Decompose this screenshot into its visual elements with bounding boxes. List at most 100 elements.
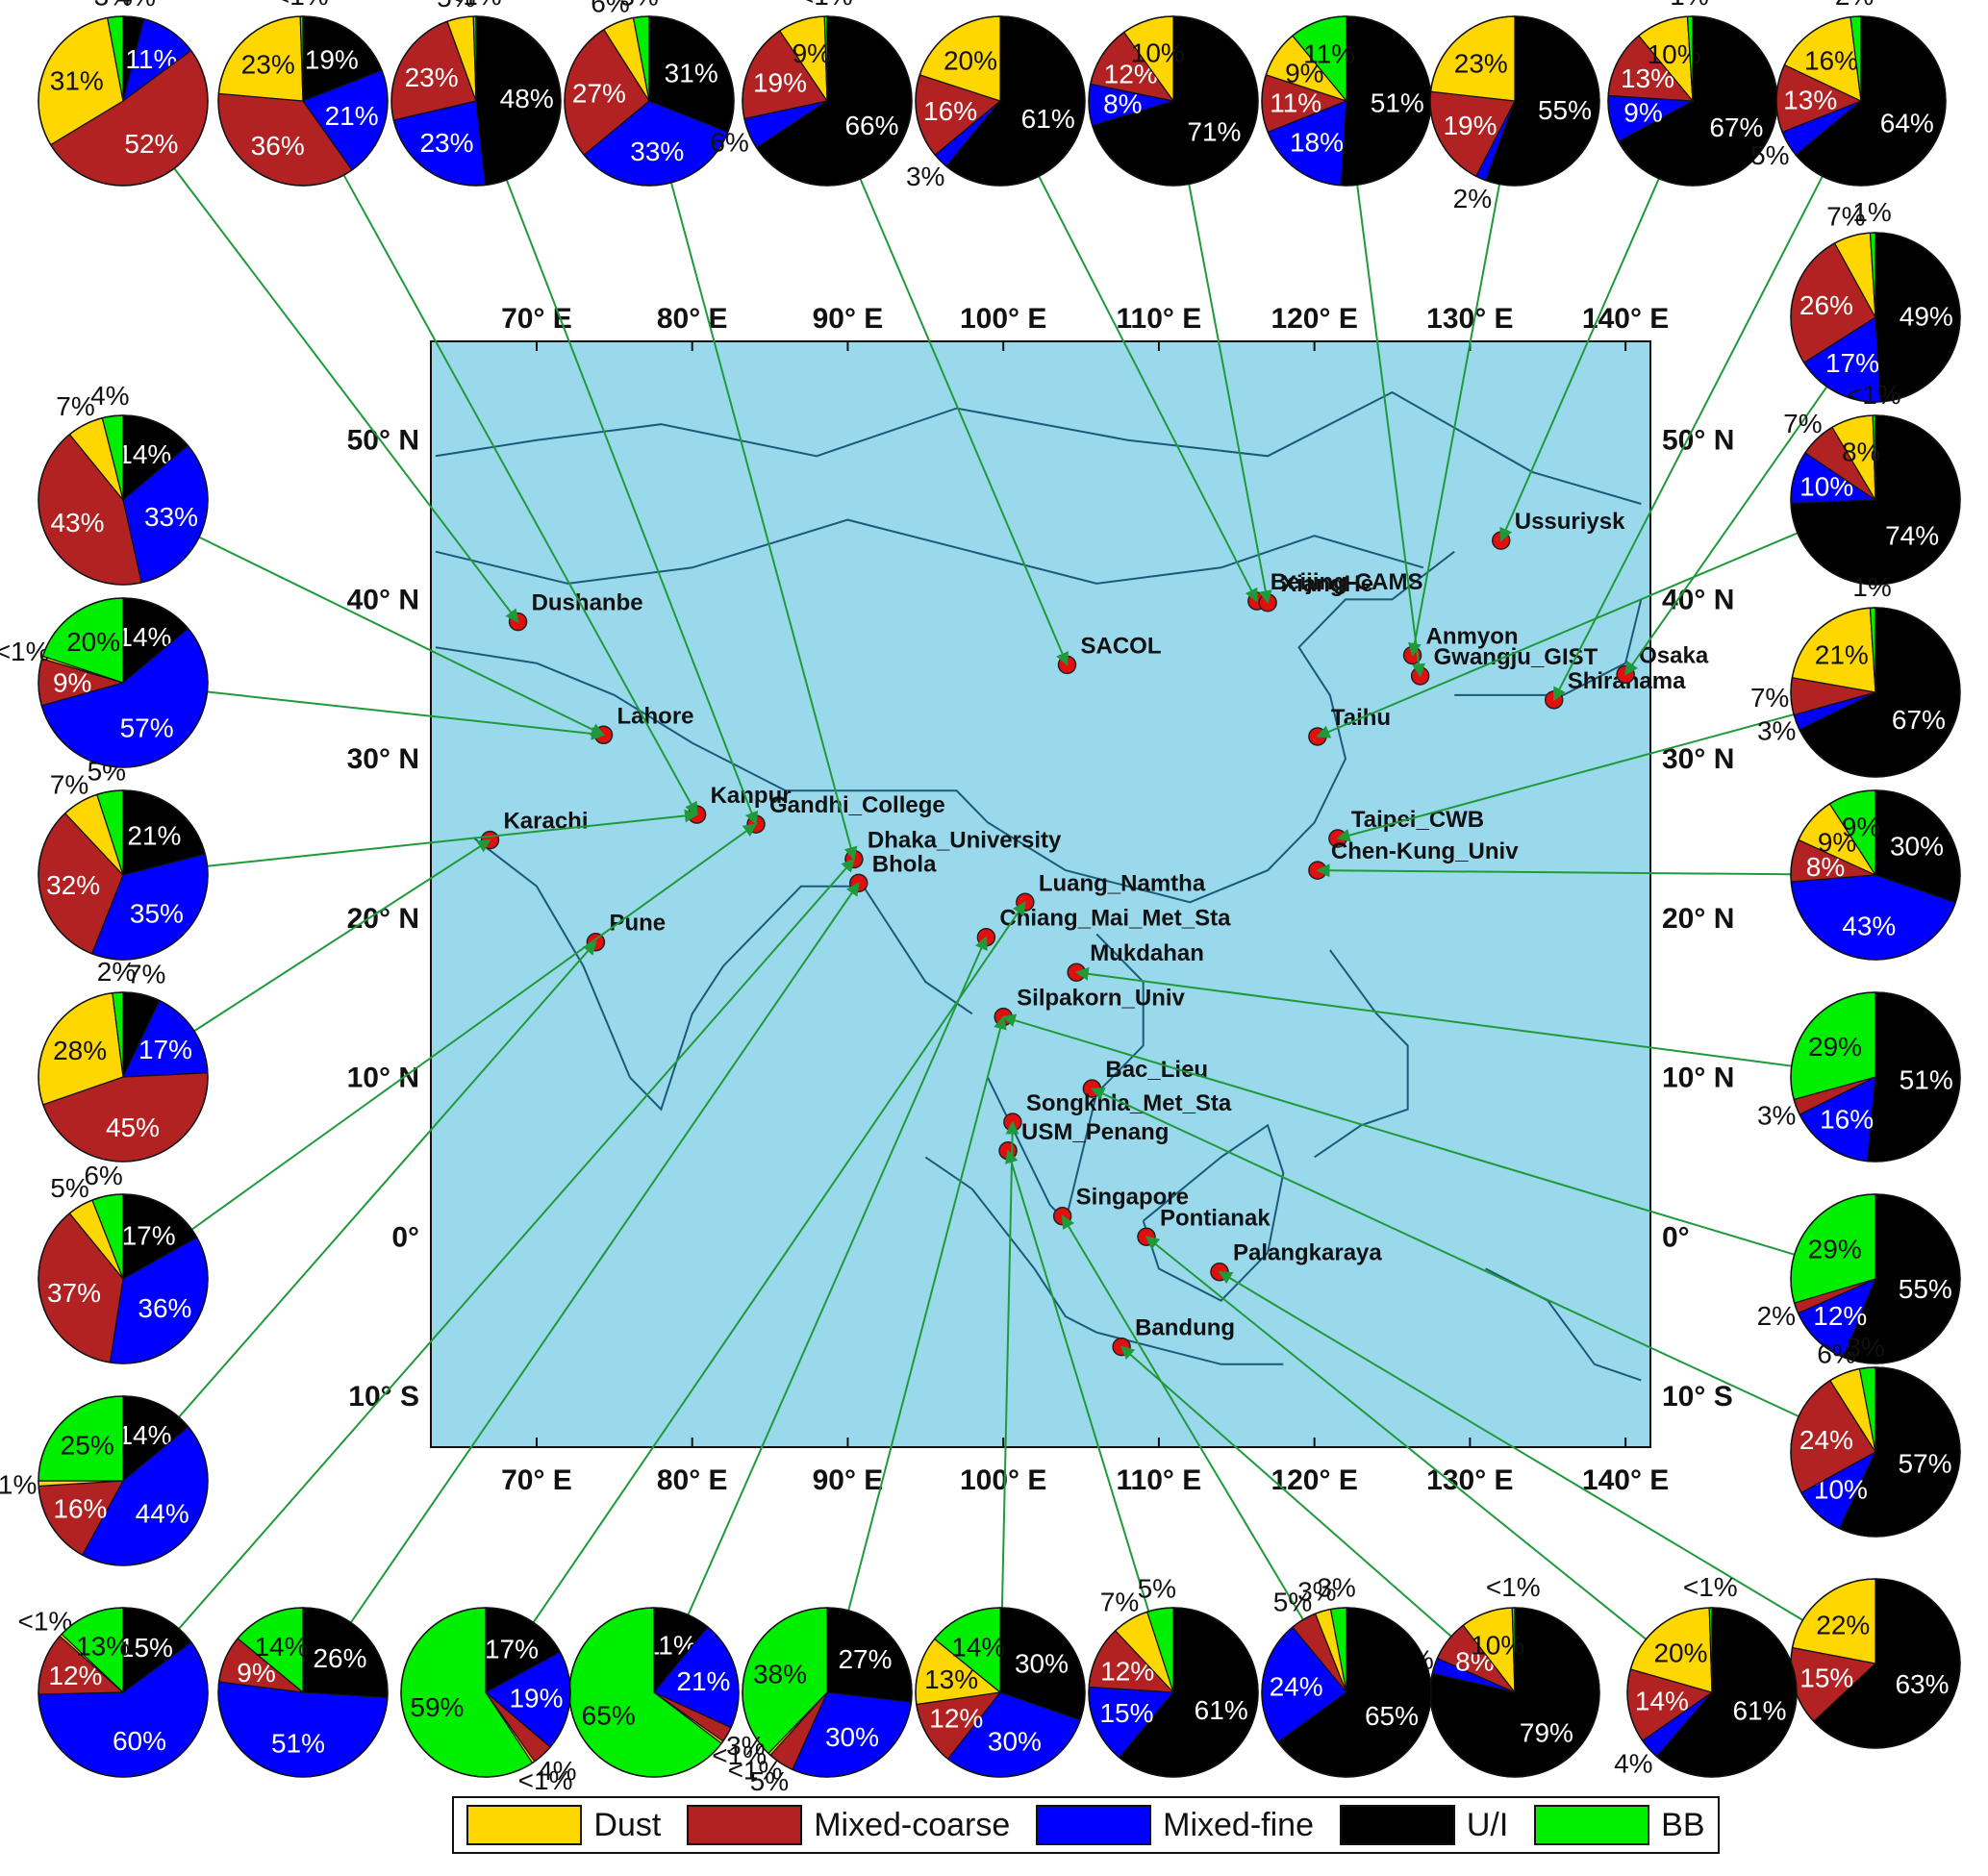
legend-swatch-bb bbox=[1534, 1805, 1650, 1845]
legend-swatch-dust bbox=[466, 1805, 583, 1845]
pie-label: 30% bbox=[988, 1727, 1042, 1757]
lat-label-left: 10° S bbox=[348, 1381, 419, 1413]
pie-outline bbox=[564, 15, 735, 187]
pie-label: 19% bbox=[305, 44, 359, 74]
pie-silpakorn-univ: 55% 12% 2% 29% bbox=[1757, 1193, 1961, 1364]
arrow-gandhi-college-b bbox=[190, 823, 758, 1231]
pie-outline bbox=[1775, 15, 1947, 187]
pie-label: 14% bbox=[117, 439, 171, 469]
pie-label: 3% bbox=[1297, 1576, 1336, 1606]
pie-outline bbox=[742, 1607, 913, 1778]
site-label-gandhi-college: Gandhi_College bbox=[769, 792, 945, 818]
pie-outline bbox=[217, 1607, 389, 1778]
pie-ussuriysk: 67%9%13%10%1% bbox=[1607, 0, 1778, 187]
legend-item-dust: Dust bbox=[466, 1805, 661, 1845]
pie-silpakorn-univ-b: 27% 30% 5%<1% 38% bbox=[728, 1607, 913, 1796]
pie-label: 61% bbox=[1195, 1695, 1248, 1725]
pie-label: <1% bbox=[17, 1607, 72, 1637]
pie-label: 61% bbox=[1021, 104, 1075, 134]
lat-label-right: 20° N bbox=[1662, 903, 1734, 935]
pie-outline bbox=[742, 15, 913, 187]
pie-label: 57% bbox=[1898, 1449, 1951, 1479]
lon-label-bottom: 110° E bbox=[1117, 1464, 1202, 1496]
pie-label: 4% bbox=[538, 1756, 576, 1786]
site-label-palangkaraya: Palangkaraya bbox=[1233, 1240, 1382, 1266]
pie-label: 25% bbox=[61, 1431, 114, 1461]
pie-outline bbox=[38, 1395, 209, 1566]
lon-label-top: 120° E bbox=[1271, 303, 1357, 335]
arrow-lahore-b bbox=[198, 536, 605, 737]
pie-label: 60% bbox=[113, 1726, 166, 1756]
pie-label: 33% bbox=[144, 502, 198, 532]
pie-label: 29% bbox=[1808, 1032, 1862, 1062]
pie-label: 22% bbox=[1816, 1610, 1870, 1639]
site-label-anmyon: Anmyon bbox=[1426, 623, 1519, 649]
boundary-line bbox=[435, 390, 1642, 505]
lat-label-right: 30° N bbox=[1662, 743, 1734, 775]
pie-label: 13% bbox=[924, 1664, 978, 1694]
pie-label: 12% bbox=[1813, 1301, 1867, 1331]
pie-label: 36% bbox=[251, 131, 305, 161]
pie-outline bbox=[1790, 991, 1961, 1163]
pie-outline bbox=[1261, 1607, 1432, 1778]
arrow-ussuriysk bbox=[1499, 178, 1660, 542]
legend-label-mixed-coarse: Mixed-coarse bbox=[814, 1806, 1011, 1843]
pie-label: 65% bbox=[1365, 1701, 1419, 1731]
pie-outline bbox=[400, 1607, 571, 1778]
arrow-bandung bbox=[1120, 1345, 1452, 1638]
pie-label: 2% bbox=[1835, 0, 1874, 11]
pie-outline bbox=[390, 15, 562, 187]
site-label-kanpur: Kanpur bbox=[711, 783, 792, 809]
pie-label: 21% bbox=[325, 101, 379, 131]
pie-label: <1% bbox=[447, 0, 502, 11]
pie-label: 5% bbox=[1138, 1573, 1176, 1603]
pie-label: 2% bbox=[1757, 1301, 1796, 1331]
pie-label: 6% bbox=[1817, 1339, 1855, 1369]
pie-label: 74% bbox=[1885, 521, 1939, 551]
arrow-mukdahan bbox=[1074, 966, 1792, 1067]
site-label-osaka: Osaka bbox=[1639, 642, 1709, 668]
lon-label-top: 130° E bbox=[1426, 303, 1513, 335]
lon-label-bottom: 120° E bbox=[1271, 1464, 1357, 1496]
arrow-silpakorn-univ-b bbox=[847, 1015, 1007, 1612]
arrow-pontianak bbox=[1145, 1236, 1648, 1640]
pie-label: 7% bbox=[1783, 409, 1822, 438]
pie-label: 28% bbox=[53, 1036, 107, 1065]
pie-label: 1% bbox=[1670, 0, 1708, 11]
arrow-taihu bbox=[1316, 532, 1799, 738]
pie-label: 61% bbox=[1732, 1695, 1786, 1725]
legend: Dust Mixed-coarse Mixed-fine U/I BB bbox=[452, 1796, 1720, 1854]
pie-label: 26% bbox=[313, 1643, 366, 1673]
pie-label: 35% bbox=[130, 899, 184, 929]
pie-label: 64% bbox=[1880, 109, 1934, 138]
pie-label: 3% bbox=[1317, 1573, 1355, 1603]
pie-taipei-cwb: 67% 3%7% 21% 1% bbox=[1750, 572, 1961, 778]
pie-label: 14% bbox=[117, 622, 171, 652]
pie-label: 9% bbox=[1842, 812, 1880, 841]
pie-label: 36% bbox=[138, 1293, 191, 1323]
arrow-shirahama bbox=[1552, 175, 1824, 702]
pie-label: 59% bbox=[410, 1692, 464, 1722]
site-label-pontianak: Pontianak bbox=[1160, 1205, 1271, 1231]
arrow-bhola bbox=[349, 882, 860, 1624]
pie-label: <1% bbox=[1486, 1572, 1541, 1602]
pie-label: 9% bbox=[793, 38, 831, 68]
pie-label: 31% bbox=[665, 58, 718, 88]
pie-outline bbox=[915, 15, 1086, 187]
pie-outline bbox=[217, 15, 389, 187]
pie-label: 9% bbox=[53, 668, 91, 698]
site-label-gwangju-gist: Gwangju_GIST bbox=[1434, 644, 1598, 670]
site-label-bandung: Bandung bbox=[1135, 1315, 1235, 1341]
pie-lahore: 14% 57% 9%<1% 20% bbox=[0, 597, 209, 768]
arrow-dhaka-university bbox=[669, 182, 858, 861]
pie-label: 15% bbox=[119, 1633, 173, 1663]
pie-outline bbox=[1790, 607, 1961, 778]
arrow-dushanbe bbox=[173, 167, 519, 623]
pie-label: <1% bbox=[1683, 1572, 1738, 1602]
site-label-silpakorn-univ: Silpakorn_Univ bbox=[1017, 986, 1185, 1012]
pie-label: 24% bbox=[1270, 1671, 1323, 1701]
arrow-luang-namtha bbox=[532, 901, 1026, 1623]
pie-label: 49% bbox=[1900, 301, 1953, 331]
pie-sacol: 66% 6% 19%9% <1% bbox=[710, 0, 913, 187]
pie-kanpur: 19% 21% 36% 23% <1% bbox=[217, 0, 389, 187]
